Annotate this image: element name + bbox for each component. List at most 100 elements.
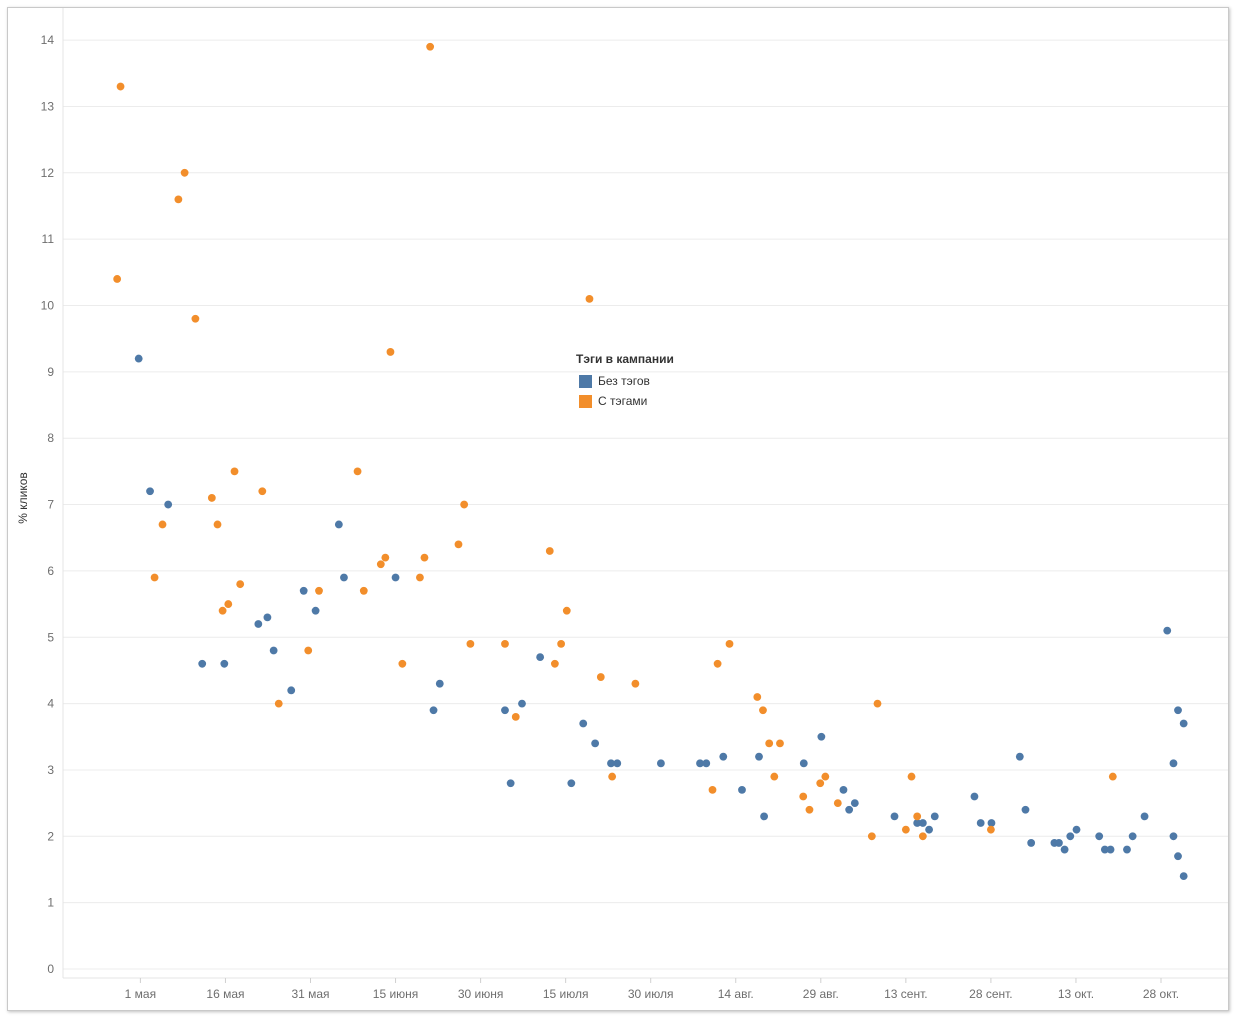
data-point[interactable] <box>304 646 313 655</box>
data-point[interactable] <box>562 606 571 615</box>
data-point[interactable] <box>376 560 385 569</box>
data-point[interactable] <box>1095 832 1104 841</box>
data-point[interactable] <box>518 699 526 708</box>
data-point[interactable] <box>258 487 267 496</box>
data-point[interactable] <box>987 825 995 834</box>
data-point[interactable] <box>269 646 278 655</box>
data-point[interactable] <box>776 739 784 748</box>
data-point[interactable] <box>867 832 876 841</box>
data-point[interactable] <box>987 819 996 827</box>
data-point[interactable] <box>426 42 435 51</box>
data-point[interactable] <box>976 819 985 827</box>
data-point[interactable] <box>839 785 848 794</box>
data-point[interactable] <box>579 719 588 728</box>
data-point[interactable] <box>550 659 559 668</box>
data-point[interactable] <box>557 639 566 648</box>
data-point[interactable] <box>1108 772 1117 781</box>
data-point[interactable] <box>1179 872 1188 881</box>
data-point[interactable] <box>1163 626 1172 635</box>
data-point[interactable] <box>386 348 395 356</box>
data-point[interactable] <box>608 772 617 781</box>
data-point[interactable] <box>334 520 343 529</box>
data-point[interactable] <box>501 706 509 715</box>
data-point[interactable] <box>429 706 438 715</box>
data-point[interactable] <box>311 606 320 615</box>
data-point[interactable] <box>770 772 779 781</box>
data-point[interactable] <box>918 819 927 827</box>
data-point[interactable] <box>174 195 183 204</box>
data-point[interactable] <box>254 620 263 628</box>
data-point[interactable] <box>907 772 916 781</box>
data-point[interactable] <box>180 168 189 177</box>
data-point[interactable] <box>164 500 173 509</box>
data-point[interactable] <box>1015 752 1024 761</box>
data-point[interactable] <box>890 812 899 821</box>
data-point[interactable] <box>613 759 622 768</box>
data-point[interactable] <box>263 613 272 622</box>
data-point[interactable] <box>1055 839 1063 847</box>
data-point[interactable] <box>359 586 368 595</box>
data-point[interactable] <box>545 547 554 555</box>
data-point[interactable] <box>1140 812 1149 821</box>
data-point[interactable] <box>799 759 808 768</box>
data-point[interactable] <box>398 659 407 668</box>
data-point[interactable] <box>134 354 143 363</box>
data-point[interactable] <box>631 679 640 688</box>
data-point[interactable] <box>702 759 711 768</box>
data-point[interactable] <box>873 699 882 708</box>
data-point[interactable] <box>805 805 814 814</box>
data-point[interactable] <box>591 739 600 748</box>
data-point[interactable] <box>198 659 207 668</box>
data-point[interactable] <box>833 799 842 808</box>
data-point[interactable] <box>918 832 927 841</box>
data-point[interactable] <box>799 792 808 801</box>
data-point[interactable] <box>224 600 233 608</box>
data-point[interactable] <box>1066 832 1075 841</box>
data-point[interactable] <box>970 792 979 801</box>
data-point[interactable] <box>353 467 362 476</box>
data-point[interactable] <box>218 606 227 615</box>
data-point[interactable] <box>738 785 746 794</box>
data-point[interactable] <box>1174 852 1182 861</box>
data-point[interactable] <box>708 785 717 794</box>
data-point[interactable] <box>466 639 475 648</box>
data-point[interactable] <box>725 639 734 648</box>
data-point[interactable] <box>765 739 774 748</box>
data-point[interactable] <box>913 812 922 821</box>
data-point[interactable] <box>755 752 763 761</box>
data-point[interactable] <box>435 679 444 688</box>
data-point[interactable] <box>116 82 125 91</box>
data-point[interactable] <box>191 314 200 323</box>
data-point[interactable] <box>287 686 296 695</box>
data-point[interactable] <box>1106 845 1115 854</box>
data-point[interactable] <box>381 553 390 562</box>
data-point[interactable] <box>913 819 922 827</box>
data-point[interactable] <box>391 573 400 582</box>
data-point[interactable] <box>585 294 594 303</box>
data-point[interactable] <box>220 659 229 668</box>
data-point[interactable] <box>719 752 728 761</box>
legend-item-no-tags[interactable]: Без тэгов <box>579 371 674 391</box>
data-point[interactable] <box>150 573 159 582</box>
data-point[interactable] <box>1021 805 1030 814</box>
legend-item-with-tags[interactable]: С тэгами <box>579 391 674 411</box>
data-point[interactable] <box>213 520 222 529</box>
data-point[interactable] <box>340 573 348 582</box>
data-point[interactable] <box>607 759 615 768</box>
data-point[interactable] <box>1174 706 1182 715</box>
data-point[interactable] <box>506 779 515 788</box>
data-point[interactable] <box>925 825 933 834</box>
data-point[interactable] <box>759 706 767 715</box>
data-point[interactable] <box>753 693 762 701</box>
data-point[interactable] <box>113 275 122 283</box>
data-point[interactable] <box>230 467 239 476</box>
data-point[interactable] <box>816 779 825 788</box>
data-point[interactable] <box>901 825 910 834</box>
data-point[interactable] <box>299 586 308 595</box>
data-point[interactable] <box>315 586 323 595</box>
data-point[interactable] <box>420 553 429 562</box>
data-point[interactable] <box>158 520 167 529</box>
data-point[interactable] <box>760 812 768 821</box>
data-point[interactable] <box>596 673 605 681</box>
data-point[interactable] <box>713 659 722 668</box>
